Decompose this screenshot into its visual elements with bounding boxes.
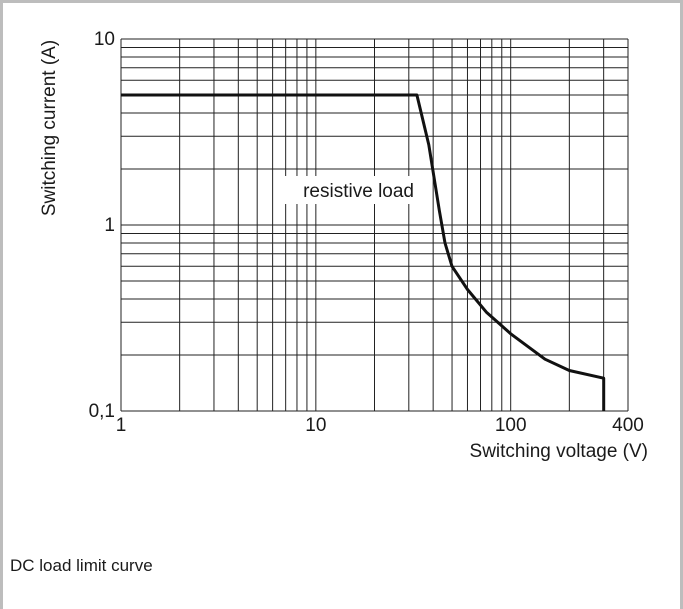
x-axis-label: Switching voltage (V) bbox=[470, 441, 648, 462]
x-tick-label: 400 bbox=[612, 415, 644, 436]
grid bbox=[120, 38, 629, 412]
annotation-resistive-load: resistive load bbox=[303, 181, 414, 202]
limit-curve-line bbox=[121, 93, 606, 411]
y-tick-label: 1 bbox=[104, 215, 115, 236]
annotation-background bbox=[285, 176, 417, 204]
x-tick-label: 10 bbox=[305, 415, 326, 436]
x-tick-label: 100 bbox=[495, 415, 527, 436]
x-tick-label: 1 bbox=[116, 415, 127, 436]
y-tick-label: 0,1 bbox=[89, 401, 115, 422]
figure-caption: DC load limit curve bbox=[10, 556, 153, 575]
curve bbox=[121, 93, 606, 411]
y-axis-label: Switching current (A) bbox=[39, 40, 60, 216]
y-tick-label: 10 bbox=[94, 29, 115, 50]
